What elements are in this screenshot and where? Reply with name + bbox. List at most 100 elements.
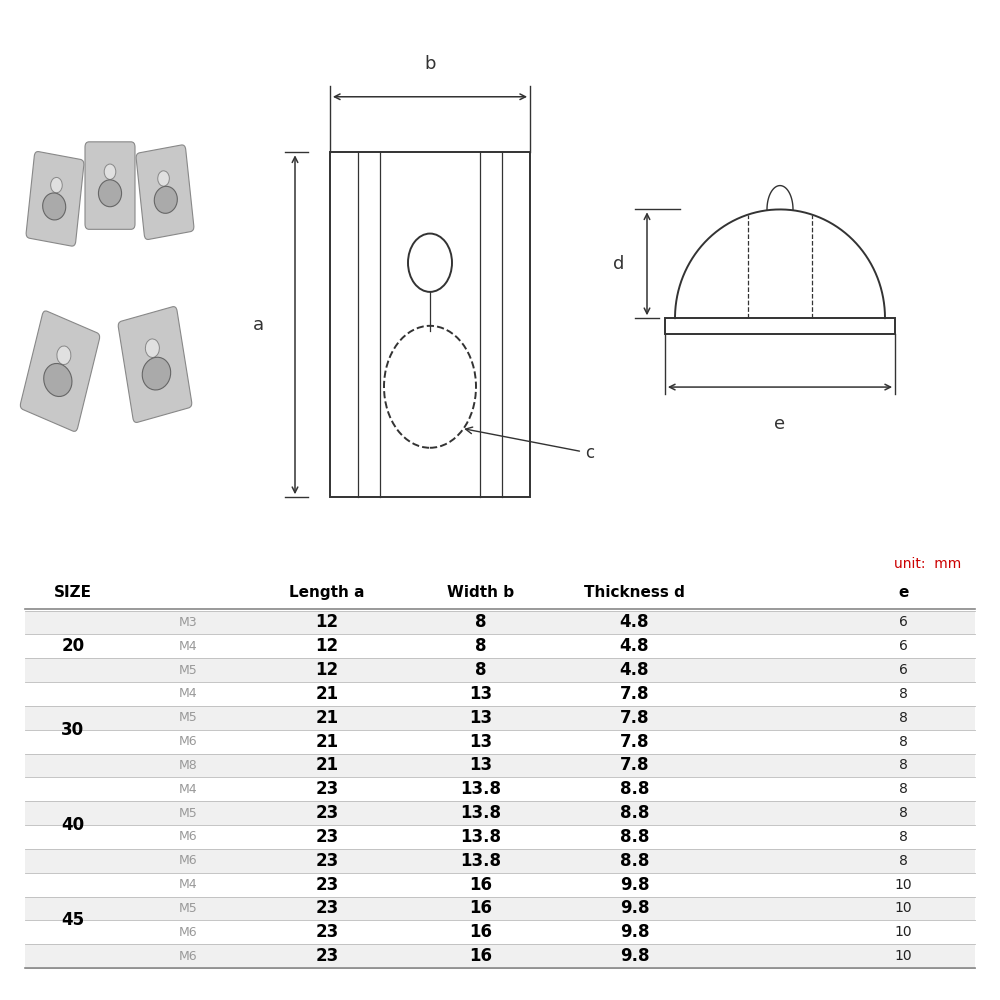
- Text: 8: 8: [899, 830, 908, 844]
- Text: c: c: [466, 427, 594, 462]
- Text: 8.8: 8.8: [620, 852, 649, 870]
- Text: 7.8: 7.8: [620, 685, 649, 703]
- Text: 6: 6: [899, 663, 908, 677]
- Text: 12: 12: [316, 661, 339, 679]
- Text: M6: M6: [179, 950, 197, 963]
- Text: 10: 10: [894, 949, 912, 963]
- Text: 8: 8: [899, 687, 908, 701]
- Text: 21: 21: [316, 709, 339, 727]
- Text: 30: 30: [61, 721, 84, 739]
- Text: 9.8: 9.8: [620, 899, 649, 917]
- Text: 12: 12: [316, 613, 339, 631]
- Text: 7.8: 7.8: [620, 756, 649, 774]
- Text: 13.8: 13.8: [460, 852, 501, 870]
- FancyBboxPatch shape: [136, 145, 194, 239]
- Text: M6: M6: [179, 926, 197, 939]
- Text: M6: M6: [179, 854, 197, 867]
- Text: 12: 12: [316, 637, 339, 655]
- Bar: [25, 801, 975, 825]
- FancyBboxPatch shape: [118, 307, 192, 422]
- Circle shape: [158, 171, 169, 186]
- Text: 23: 23: [316, 923, 339, 941]
- Bar: [25, 896, 975, 920]
- Text: b: b: [424, 55, 436, 73]
- Bar: [25, 849, 975, 873]
- Bar: [25, 873, 975, 897]
- Ellipse shape: [142, 357, 171, 390]
- Text: 9.8: 9.8: [620, 876, 649, 894]
- Text: e: e: [774, 415, 786, 433]
- Text: M5: M5: [179, 902, 197, 915]
- Ellipse shape: [43, 193, 66, 220]
- Text: 8: 8: [899, 758, 908, 772]
- Bar: [330, 152, 530, 497]
- Text: 20: 20: [61, 637, 84, 655]
- Text: 8.8: 8.8: [620, 828, 649, 846]
- Bar: [665, 318, 895, 334]
- Text: 4.8: 4.8: [620, 613, 649, 631]
- Text: 7.8: 7.8: [620, 709, 649, 727]
- Text: 10: 10: [894, 901, 912, 915]
- Text: 13: 13: [469, 756, 492, 774]
- Circle shape: [145, 339, 159, 357]
- Text: 23: 23: [316, 780, 339, 798]
- Circle shape: [51, 177, 62, 193]
- Text: 8: 8: [475, 637, 487, 655]
- Text: 8.8: 8.8: [620, 804, 649, 822]
- Text: 8.8: 8.8: [620, 780, 649, 798]
- Text: 40: 40: [61, 816, 84, 834]
- Text: 8: 8: [899, 735, 908, 749]
- Ellipse shape: [44, 363, 72, 397]
- Text: 6: 6: [899, 639, 908, 653]
- Text: 16: 16: [469, 899, 492, 917]
- Text: 9.8: 9.8: [620, 923, 649, 941]
- Text: 13.8: 13.8: [460, 828, 501, 846]
- Text: 21: 21: [316, 756, 339, 774]
- Text: Length a: Length a: [289, 585, 365, 600]
- Bar: [25, 682, 975, 706]
- Bar: [25, 730, 975, 754]
- Text: 23: 23: [316, 876, 339, 894]
- Circle shape: [104, 164, 116, 179]
- Text: M4: M4: [179, 783, 197, 796]
- FancyBboxPatch shape: [26, 152, 84, 246]
- Text: 23: 23: [316, 828, 339, 846]
- FancyBboxPatch shape: [85, 142, 135, 229]
- Text: Thickness d: Thickness d: [584, 585, 685, 600]
- Text: 23: 23: [316, 947, 339, 965]
- Text: 21: 21: [316, 685, 339, 703]
- Text: 9.8: 9.8: [620, 947, 649, 965]
- Bar: [25, 944, 975, 968]
- Text: e: e: [898, 585, 908, 600]
- Text: SIZE: SIZE: [54, 585, 92, 600]
- Text: 8: 8: [899, 854, 908, 868]
- Text: 10: 10: [894, 925, 912, 939]
- Text: M8: M8: [179, 759, 197, 772]
- Text: M4: M4: [179, 878, 197, 891]
- Text: 45: 45: [61, 911, 84, 929]
- Text: 13.8: 13.8: [460, 780, 501, 798]
- Text: 16: 16: [469, 923, 492, 941]
- Text: M6: M6: [179, 830, 197, 843]
- Text: 23: 23: [316, 899, 339, 917]
- Text: unit:  mm: unit: mm: [894, 557, 961, 571]
- Ellipse shape: [154, 186, 177, 213]
- Text: M6: M6: [179, 735, 197, 748]
- Bar: [25, 610, 975, 634]
- Text: M5: M5: [179, 711, 197, 724]
- Text: 10: 10: [894, 878, 912, 892]
- Text: M5: M5: [179, 664, 197, 677]
- FancyBboxPatch shape: [20, 311, 100, 431]
- Bar: [25, 634, 975, 658]
- Text: M5: M5: [179, 807, 197, 820]
- Bar: [25, 825, 975, 849]
- Text: 13.8: 13.8: [460, 804, 501, 822]
- Bar: [25, 706, 975, 730]
- Text: 8: 8: [475, 661, 487, 679]
- Bar: [25, 754, 975, 777]
- Text: Width b: Width b: [447, 585, 514, 600]
- Text: 8: 8: [899, 806, 908, 820]
- Text: 13: 13: [469, 733, 492, 751]
- Text: 13: 13: [469, 685, 492, 703]
- Bar: [25, 777, 975, 801]
